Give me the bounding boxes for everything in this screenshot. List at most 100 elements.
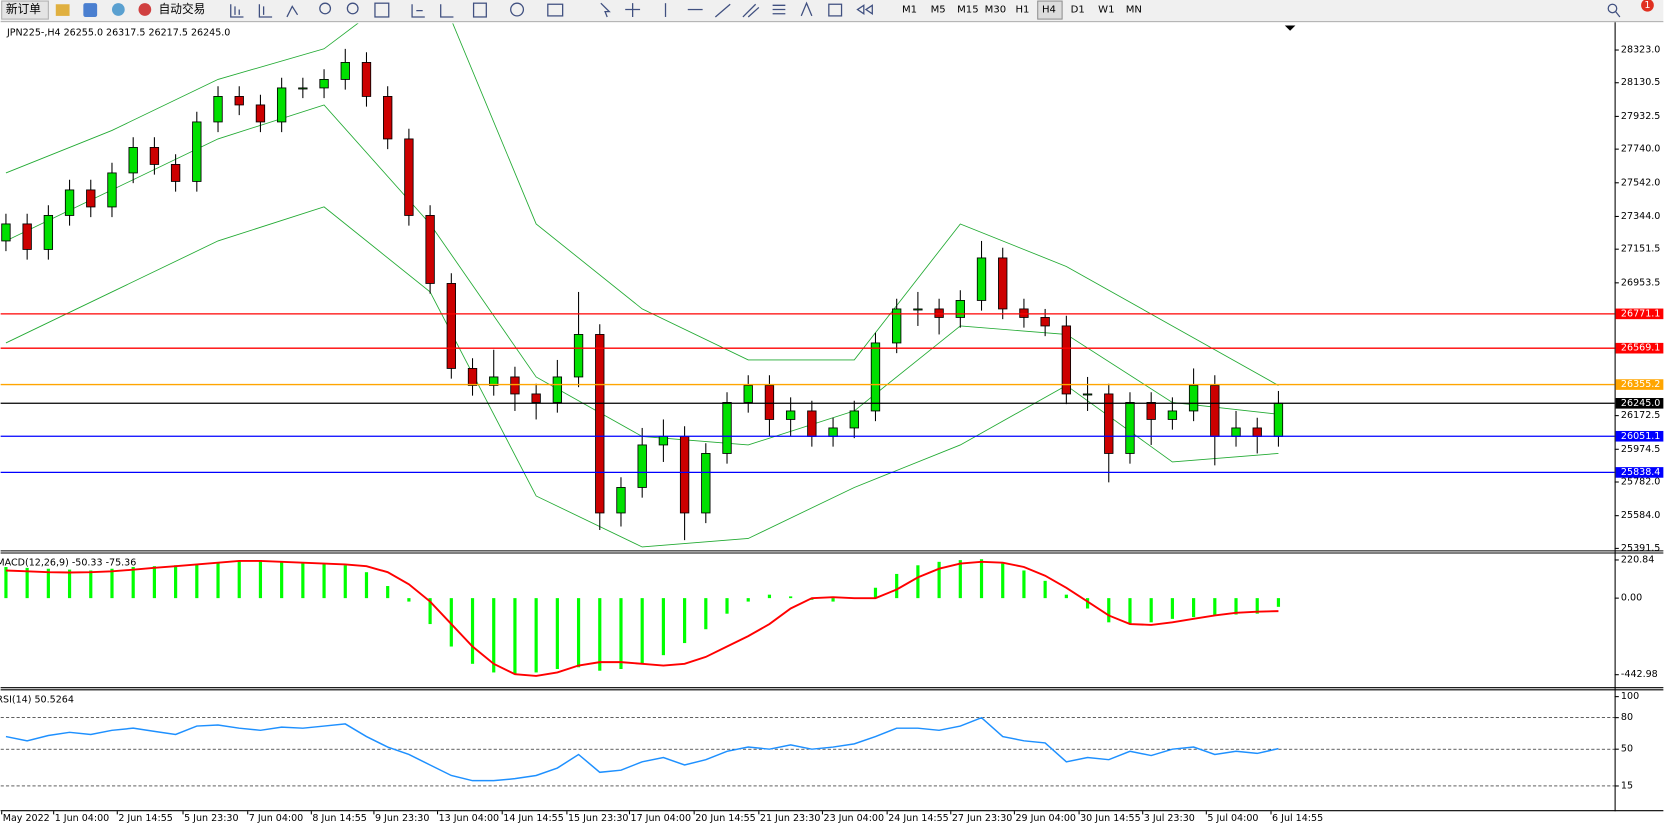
candle-body (1104, 393, 1114, 454)
x-tick-label: 21 Jun 23:30 (760, 813, 821, 824)
x-tick-label: 29 Jun 04:00 (1015, 813, 1076, 824)
active-timeframe[interactable] (1037, 0, 1063, 20)
macd-bar (1213, 598, 1217, 616)
auto-trading-icon[interactable] (138, 3, 152, 16)
candle-body (1188, 385, 1199, 412)
new-order-button[interactable] (1, 0, 49, 20)
y-tick-label: 26172.5 (1621, 410, 1660, 421)
fibo-icon[interactable] (772, 4, 786, 15)
candle-body (1082, 393, 1093, 396)
macd-bar (513, 598, 517, 675)
price-level-label: 26245.0 (1621, 398, 1660, 409)
candle-body (1019, 308, 1029, 318)
zoom-out-icon[interactable] (346, 2, 359, 15)
notification-count[interactable]: 1 (1644, 0, 1650, 11)
search-icon[interactable] (1615, 11, 1621, 18)
arrows-icon[interactable] (856, 4, 873, 15)
icon[interactable] (83, 3, 98, 17)
candle-body (1273, 402, 1284, 437)
y-tick-label: 80 (1621, 712, 1633, 723)
candle-body (616, 487, 626, 514)
label-icon[interactable] (828, 3, 843, 17)
indicators-icon[interactable] (472, 2, 487, 18)
y-tick-label: 25391.5 (1621, 543, 1660, 554)
timeframe-button[interactable]: M30 (985, 5, 1007, 16)
macd-bar (1043, 580, 1047, 599)
crosshair-icon[interactable] (625, 3, 641, 17)
candle-body (552, 376, 563, 403)
autoscroll-icon[interactable] (411, 4, 425, 18)
timeframe-button[interactable]: W1 (1098, 5, 1114, 16)
price-level-label: 26051.1 (1621, 431, 1660, 442)
timeframe-button[interactable]: D1 (1071, 5, 1085, 16)
x-tick-label: 17 Jun 04:00 (631, 813, 692, 824)
candle-body (892, 308, 902, 344)
macd-bar (1128, 598, 1132, 625)
icon[interactable] (111, 3, 125, 16)
candle-body (467, 368, 478, 386)
candle-body (913, 308, 923, 311)
y-tick-label: 25782.0 (1621, 477, 1660, 488)
timeframe-button[interactable]: M15 (957, 5, 979, 16)
candle-body (1, 223, 11, 242)
templates-icon[interactable] (547, 3, 564, 17)
candle-body (785, 410, 796, 420)
candle-body (489, 376, 499, 386)
candle-body (86, 189, 96, 208)
macd-bar (67, 569, 72, 599)
price-level-label: 26355.2 (1621, 379, 1660, 390)
x-tick-label: 7 Jun 04:00 (249, 813, 303, 824)
candle-body (298, 87, 308, 90)
bar-chart-icon[interactable] (230, 4, 244, 18)
line-icon[interactable] (286, 5, 299, 18)
x-tick-label: 24 Jun 14:55 (888, 813, 949, 824)
macd-bar (216, 562, 220, 599)
cursor-icon[interactable] (600, 2, 611, 18)
y-tick-label: 28130.5 (1621, 77, 1660, 88)
x-tick-label: 20 Jun 14:55 (695, 813, 756, 824)
y-tick-label: 27932.5 (1621, 111, 1660, 122)
timeframe-button[interactable]: MN (1126, 5, 1142, 16)
candle-body (340, 62, 350, 80)
channel-icon[interactable] (742, 3, 760, 18)
y-tick-label: 15 (1621, 780, 1633, 791)
x-tick-label: 9 Jun 23:30 (375, 813, 429, 824)
new-order-label[interactable]: 新订单 (6, 2, 41, 16)
timeframe-button[interactable]: M5 (931, 5, 946, 16)
macd-bar (428, 598, 432, 625)
macd-bar (195, 564, 199, 599)
rsi-line (5, 716, 1279, 782)
trendline-icon[interactable] (714, 3, 731, 18)
price-level-label: 26569.1 (1621, 343, 1660, 354)
macd-bar (237, 560, 241, 599)
tile-icon[interactable] (374, 2, 390, 18)
candle-body (531, 393, 541, 403)
shift-icon[interactable] (440, 4, 454, 18)
candle-body (107, 172, 117, 208)
text-icon[interactable] (800, 1, 813, 17)
price-level-tag (1615, 342, 1664, 354)
search-icon[interactable] (1607, 3, 1618, 14)
notification-badge[interactable] (1641, 0, 1654, 12)
candle-icon[interactable] (258, 4, 273, 18)
timeframe-button[interactable]: M1 (902, 5, 917, 16)
macd-bar (873, 587, 878, 599)
macd-bar (640, 598, 644, 664)
timeframe-button[interactable]: H4 (1042, 5, 1056, 16)
icon[interactable] (55, 4, 70, 16)
macd-bar (470, 598, 475, 664)
macd-bar (364, 572, 369, 599)
timeframe-button[interactable]: H1 (1015, 5, 1029, 16)
macd-bar (1107, 598, 1111, 623)
y-tick-label: 220.84 (1621, 554, 1654, 565)
auto-trading-label[interactable]: 自动交易 (159, 2, 206, 16)
macd-bar (1234, 598, 1238, 615)
macd-bar (767, 594, 772, 599)
indicator-title: RSI(14) 50.5264 (0, 694, 74, 705)
x-tick-label: 14 Jun 14:55 (503, 813, 564, 824)
zoom-in-icon[interactable] (319, 2, 332, 15)
price-level-tag (1615, 467, 1664, 478)
periods-icon[interactable] (510, 2, 525, 17)
macd-bar (1255, 598, 1259, 614)
